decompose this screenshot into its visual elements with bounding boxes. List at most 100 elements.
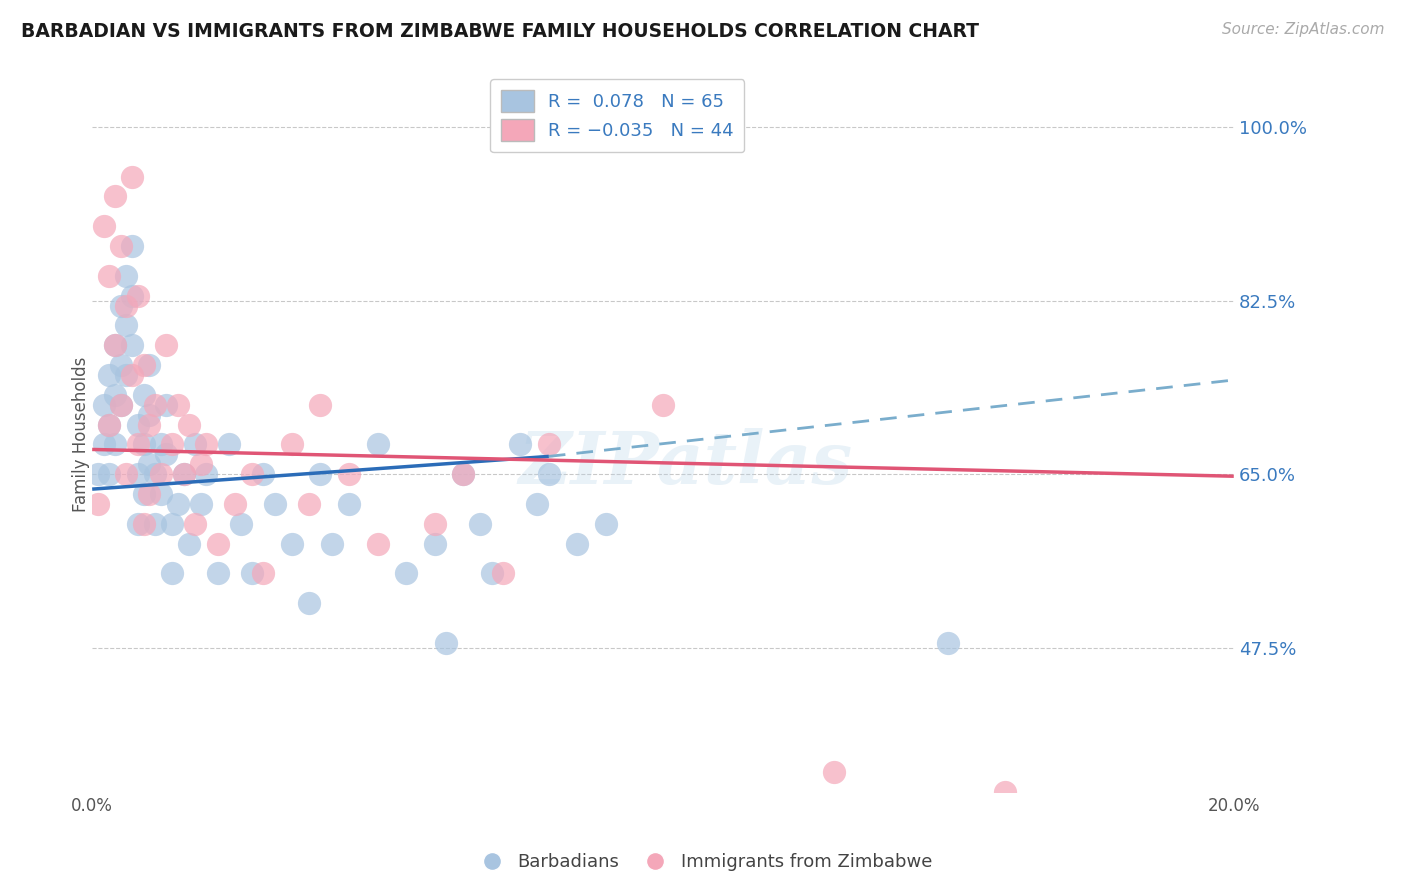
Point (127, 467, 149, 482)
Point (127, 437, 149, 451)
Point (160, 566, 183, 581)
Point (138, 417, 160, 432)
Point (190, 458, 212, 472)
Point (252, 566, 274, 581)
Point (121, 338, 143, 352)
Point (110, 299, 132, 313)
Point (93, 219, 115, 234)
Point (224, 497, 246, 511)
Point (184, 437, 207, 451)
Point (138, 487, 160, 501)
Point (281, 537, 304, 551)
Point (93, 398, 115, 412)
Point (143, 516, 166, 531)
Point (166, 398, 188, 412)
Point (190, 497, 212, 511)
Point (121, 169, 143, 184)
Point (240, 566, 263, 581)
Point (87, 467, 110, 482)
Point (229, 516, 252, 531)
Point (195, 467, 218, 482)
Point (309, 398, 332, 412)
Point (179, 537, 201, 551)
Point (195, 437, 218, 451)
Point (281, 437, 304, 451)
Point (155, 338, 177, 352)
Point (115, 268, 138, 283)
Point (451, 467, 474, 482)
Point (470, 516, 492, 531)
Point (132, 437, 155, 451)
Point (110, 398, 132, 412)
Legend: R =  0.078   N = 65, R = −0.035   N = 44: R = 0.078 N = 65, R = −0.035 N = 44 (491, 79, 744, 153)
Point (149, 437, 172, 451)
Point (309, 467, 332, 482)
Point (93, 437, 115, 451)
Point (115, 467, 138, 482)
Point (138, 358, 160, 372)
Point (98, 417, 121, 432)
Point (110, 398, 132, 412)
Point (104, 189, 127, 203)
Point (132, 487, 155, 501)
Point (155, 447, 177, 461)
Point (132, 388, 155, 402)
Point (110, 358, 132, 372)
Point (127, 516, 149, 531)
Point (537, 467, 560, 482)
Point (434, 636, 457, 650)
Point (526, 497, 548, 511)
Point (823, 764, 845, 779)
Point (132, 516, 155, 531)
Point (337, 467, 360, 482)
Point (115, 299, 138, 313)
Point (115, 368, 138, 382)
Point (121, 239, 143, 253)
Point (160, 437, 183, 451)
Legend: Barbadians, Immigrants from Zimbabwe: Barbadians, Immigrants from Zimbabwe (467, 847, 939, 879)
Point (263, 497, 285, 511)
Point (481, 566, 503, 581)
Point (567, 537, 589, 551)
Y-axis label: Family Households: Family Households (72, 357, 90, 512)
Point (104, 437, 127, 451)
Point (451, 467, 474, 482)
Text: Source: ZipAtlas.com: Source: ZipAtlas.com (1222, 22, 1385, 37)
Point (98, 368, 121, 382)
Point (367, 537, 389, 551)
Point (423, 537, 446, 551)
Point (173, 467, 195, 482)
Point (127, 417, 149, 432)
Point (121, 288, 143, 302)
Point (252, 467, 274, 482)
Point (218, 437, 240, 451)
Point (298, 596, 321, 610)
Point (104, 388, 127, 402)
Point (98, 268, 121, 283)
Point (492, 566, 515, 581)
Point (138, 458, 160, 472)
Point (104, 338, 127, 352)
Point (166, 497, 188, 511)
Point (173, 467, 195, 482)
Point (207, 566, 229, 581)
Point (595, 516, 617, 531)
Point (423, 516, 446, 531)
Point (509, 437, 531, 451)
Point (321, 537, 343, 551)
Point (132, 358, 155, 372)
Point (652, 398, 675, 412)
Point (127, 288, 149, 302)
Point (938, 636, 960, 650)
Point (207, 537, 229, 551)
Point (537, 437, 560, 451)
Point (138, 408, 160, 422)
Point (367, 437, 389, 451)
Point (395, 566, 418, 581)
Text: ZIPatlas: ZIPatlas (519, 427, 853, 499)
Point (143, 398, 166, 412)
Point (121, 368, 143, 382)
Point (143, 467, 166, 482)
Point (98, 467, 121, 482)
Point (115, 318, 138, 333)
